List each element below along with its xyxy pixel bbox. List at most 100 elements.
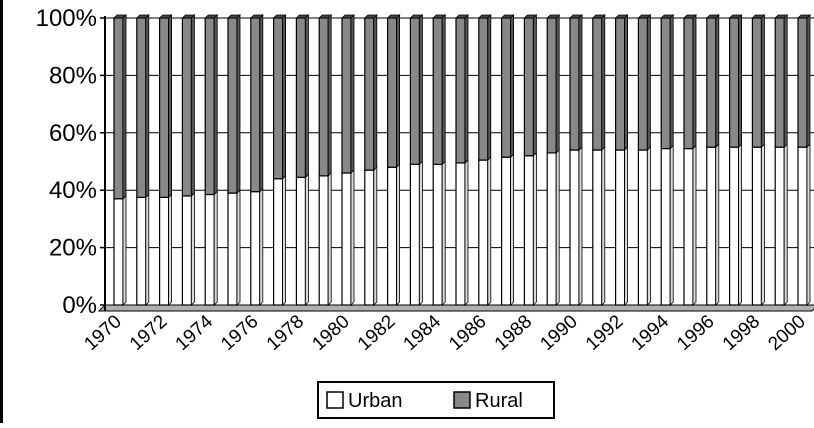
bar-urban-1996 — [706, 146, 717, 306]
x-tick-label: 1976 — [217, 311, 262, 355]
bar-rural-1995 — [683, 17, 694, 150]
bar-rural-1989 — [546, 17, 557, 154]
bar-urban-1980 — [341, 172, 352, 306]
bar-top-1992 — [614, 14, 629, 19]
bar-urban-1995 — [683, 147, 694, 306]
bar-rural-1984 — [432, 17, 443, 165]
bar-side-urban-1986 — [487, 156, 492, 306]
bar-side-urban-1980 — [350, 169, 355, 306]
bar-side-rural-1986 — [487, 14, 492, 162]
bar-urban-1997 — [728, 146, 740, 306]
bar-urban-1975 — [227, 192, 238, 306]
bar-rural-1977 — [273, 17, 284, 180]
bar-urban-1999 — [774, 146, 785, 306]
bar-side-rural-1977 — [282, 14, 287, 180]
bar-side-rural-1971 — [145, 14, 150, 199]
bar-side-urban-1996 — [715, 143, 720, 306]
bar-top-1999 — [774, 14, 789, 19]
bar-urban-1972 — [159, 196, 170, 306]
x-tick-label: 1982 — [354, 311, 399, 355]
bar-top-1996 — [705, 14, 720, 19]
x-tick-label: 1986 — [445, 311, 490, 355]
bar-rural-1997 — [728, 17, 740, 148]
bar-side-urban-1998 — [761, 143, 765, 306]
bar-rural-1983 — [409, 17, 420, 165]
y-axis: 0% 20% 40% 60% 80% 100% — [36, 5, 106, 319]
bar-rural-1996 — [706, 17, 717, 148]
bar-urban-2000 — [797, 146, 808, 306]
bar-side-urban-1992 — [624, 146, 628, 306]
bar-side-urban-1975 — [236, 189, 241, 306]
bar-rural-1998 — [751, 17, 763, 148]
bar-urban-1994 — [660, 147, 671, 306]
bar-side-urban-1973 — [190, 191, 195, 306]
bar-side-urban-1997 — [738, 143, 742, 306]
legend-label-rural: Rural — [475, 390, 523, 412]
bar-top-1975 — [227, 14, 241, 19]
bar-side-rural-1997 — [738, 14, 742, 149]
y-tick-label: 20% — [49, 235, 97, 262]
bar-urban-1989 — [546, 152, 557, 306]
bar-top-1991 — [591, 14, 606, 19]
bar-urban-1991 — [592, 149, 603, 306]
bar-top-1970 — [113, 14, 127, 19]
bar-top-1974 — [204, 14, 219, 19]
bar-side-urban-1994 — [669, 144, 674, 306]
bar-side-rural-1973 — [190, 14, 195, 197]
bar-urban-1988 — [523, 155, 535, 306]
bar-rural-1973 — [181, 17, 192, 197]
bar-side-rural-1983 — [418, 14, 423, 166]
bar-urban-1973 — [181, 195, 192, 306]
bar-rural-1980 — [341, 17, 352, 174]
bar-top-1986 — [477, 14, 492, 19]
y-tick-label: 100% — [36, 5, 97, 32]
bar-side-rural-1998 — [761, 14, 765, 149]
bar-top-1980 — [341, 14, 355, 19]
bar-side-rural-1992 — [624, 14, 628, 151]
legend-box — [317, 381, 555, 419]
bar-rural-1999 — [774, 17, 785, 148]
bar-top-1994 — [660, 14, 675, 19]
bar-side-rural-1970 — [122, 14, 127, 200]
bar-rural-1988 — [523, 17, 535, 157]
bar-side-urban-1999 — [783, 143, 788, 306]
bar-top-1982 — [386, 14, 401, 19]
bar-side-rural-1989 — [555, 14, 560, 154]
x-tick-label: 1992 — [582, 311, 627, 355]
bar-side-urban-1983 — [418, 160, 423, 306]
bar-top-1995 — [683, 14, 697, 19]
bar-side-rural-1994 — [669, 14, 674, 150]
bar-urban-1976 — [250, 191, 261, 306]
y-tick-label: 60% — [49, 120, 97, 147]
bar-urban-1974 — [204, 193, 215, 306]
x-tick-label: 1988 — [491, 311, 536, 355]
bar-side-rural-1996 — [715, 14, 720, 149]
bar-top-1981 — [363, 14, 378, 19]
bar-urban-1987 — [501, 156, 512, 306]
bar-side-rural-1979 — [327, 14, 332, 177]
y-tick-label: 0% — [62, 292, 97, 319]
bar-side-rural-1993 — [647, 14, 651, 151]
bar-rural-1982 — [387, 17, 398, 168]
x-tick-label: 1996 — [673, 311, 718, 355]
bar-side-urban-1988 — [533, 151, 537, 306]
bar-urban-1985 — [455, 162, 466, 306]
bar-side-urban-1985 — [464, 158, 469, 306]
bar-top-1971 — [135, 14, 150, 19]
bar-urban-1981 — [364, 169, 375, 306]
bar-side-urban-1970 — [122, 194, 127, 306]
bar-rural-1971 — [136, 17, 147, 198]
bar-side-rural-1981 — [373, 14, 378, 172]
bar-top-2000 — [797, 14, 811, 19]
bar-urban-1977 — [273, 178, 284, 306]
bar-top-1993 — [637, 14, 652, 19]
x-tick-label: 1980 — [308, 311, 353, 355]
bar-top-1997 — [728, 14, 743, 19]
bar-side-rural-2000 — [806, 14, 811, 149]
bar-side-rural-1974 — [213, 14, 218, 196]
bar-top-1983 — [409, 14, 424, 19]
legend-swatch-urban — [326, 391, 344, 409]
bar-rural-1992 — [614, 17, 626, 151]
